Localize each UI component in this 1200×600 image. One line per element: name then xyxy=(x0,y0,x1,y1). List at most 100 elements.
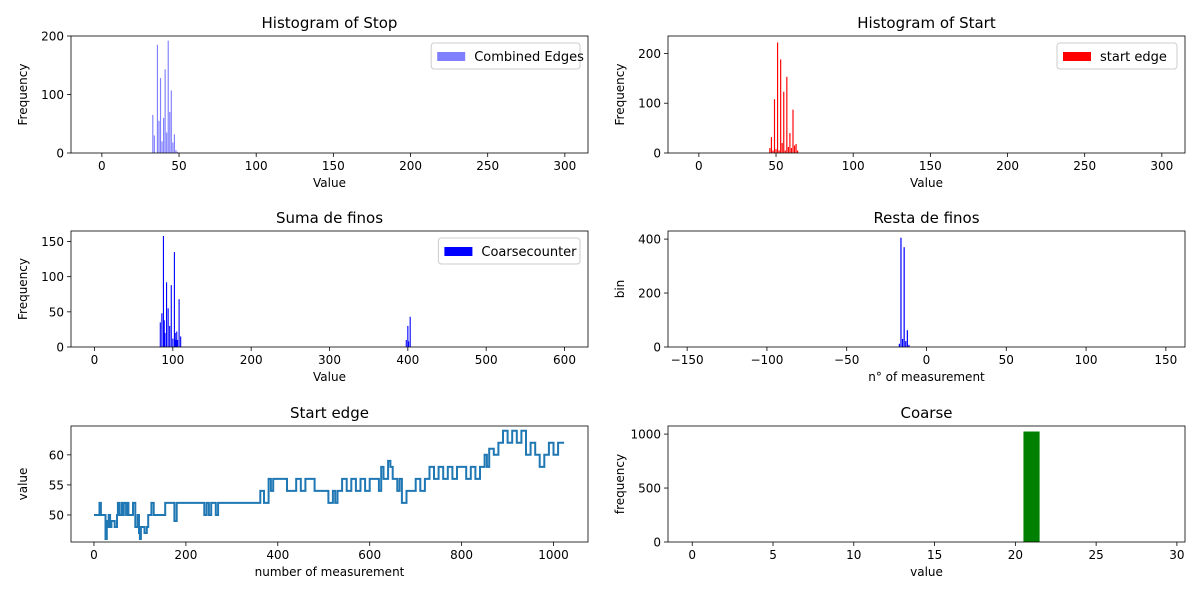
chart-2-bar-7 xyxy=(780,59,782,153)
chart-1-legend-swatch xyxy=(437,52,466,61)
chart-3-bar-12 xyxy=(175,339,177,347)
chart-2-xtick-label-4: 200 xyxy=(996,159,1019,173)
chart-3-bar-15 xyxy=(178,299,180,347)
chart-5-xtick-label-1: 200 xyxy=(174,548,197,562)
chart-3-bar-3 xyxy=(163,320,165,347)
chart-3-bar-16 xyxy=(180,336,182,347)
chart-2-bar-11 xyxy=(786,76,788,153)
chart-3-bar-4 xyxy=(164,332,166,347)
chart-5-ytick-label-2: 60 xyxy=(49,448,64,462)
chart-1-bar-11 xyxy=(170,90,172,153)
chart-1-bar-12 xyxy=(172,142,174,153)
chart-6-xtick-label-3: 15 xyxy=(927,548,942,562)
chart-6-xtick-label-4: 20 xyxy=(1008,548,1023,562)
chart-2-bar-12 xyxy=(787,147,789,153)
chart-3-xtick-label-5: 500 xyxy=(475,353,498,367)
chart-3-ytick-label-0: 0 xyxy=(56,341,64,355)
chart-1-bar-5 xyxy=(161,141,163,153)
chart-4-ytick-label-2: 400 xyxy=(638,233,661,247)
chart-2-bar-2 xyxy=(772,150,774,153)
chart-6-ytick-label-0: 0 xyxy=(653,536,661,550)
chart-3-bar-17 xyxy=(405,339,407,347)
chart-6-xtick-label-5: 25 xyxy=(1089,548,1104,562)
chart-3-legend: Coarsecounter xyxy=(437,237,581,265)
chart-5-ytick-label-0: 50 xyxy=(49,508,64,522)
chart-4-xtick-label-2: −50 xyxy=(834,353,859,367)
chart-5-xtick-label-3: 600 xyxy=(358,548,381,562)
chart-3-xtick-label-3: 300 xyxy=(318,353,341,367)
chart-1-title: Histogram of Stop xyxy=(262,14,398,32)
chart-5-ylabel: value xyxy=(16,468,30,501)
chart-6-bar-0 xyxy=(1023,431,1040,542)
chart-5: 0 200 400 600 800 1000 50 55 60 Start edge number … xyxy=(16,404,589,579)
chart-2: 0 50 100 150 200 250 300 0 100 200 Histogram of St… xyxy=(613,14,1186,190)
chart-4-xtick-label-0: −150 xyxy=(671,353,704,367)
chart-5-title: Start edge xyxy=(290,404,369,422)
chart-1: 0 50 100 150 200 250 300 0 100 200 Histogram of St… xyxy=(16,14,589,190)
chart-2-xlabel: Value xyxy=(910,176,943,190)
chart-5-xtick-label-5: 1000 xyxy=(538,548,569,562)
chart-5-series-line xyxy=(94,429,565,540)
chart-1-xtick-label-5: 250 xyxy=(476,159,499,173)
chart-1-xtick-label-4: 200 xyxy=(399,159,422,173)
chart-3-bar-7 xyxy=(169,325,171,347)
chart-3-legend-box xyxy=(437,237,581,265)
chart-5-xlabel: number of measurement xyxy=(255,565,405,579)
chart-3-xtick-label-4: 400 xyxy=(396,353,419,367)
chart-2-ytick-label-0: 0 xyxy=(653,147,661,161)
chart-3-bar-20 xyxy=(409,316,411,347)
chart-2-bar-15 xyxy=(792,109,794,153)
chart-1-legend-box xyxy=(430,42,581,70)
chart-2-xtick-label-6: 300 xyxy=(1150,159,1173,173)
chart-3-ylabel: Frequency xyxy=(16,258,30,320)
chart-2-xtick-label-1: 50 xyxy=(768,159,783,173)
chart-2-bar-5 xyxy=(776,42,779,153)
chart-2-bar-17 xyxy=(795,144,797,153)
chart-6-ylabel: frequency xyxy=(613,454,627,514)
chart-2-bar-4 xyxy=(775,149,777,153)
chart-4-xtick-label-4: 50 xyxy=(999,353,1014,367)
chart-3-bar-10 xyxy=(173,252,175,347)
chart-3-title: Suma de finos xyxy=(276,209,383,227)
chart-3-bar-1 xyxy=(161,313,163,347)
chart-2-bar-9 xyxy=(783,91,785,153)
chart-1-ytick-label-1: 100 xyxy=(41,88,64,102)
chart-4-xtick-label-5: 100 xyxy=(1075,353,1098,367)
chart-4-bar-6 xyxy=(908,344,910,347)
chart-2-bar-18 xyxy=(797,150,799,153)
chart-4-xtick-label-1: −100 xyxy=(750,353,783,367)
chart-1-xtick-label-1: 50 xyxy=(171,159,186,173)
chart-2-xtick-label-2: 100 xyxy=(842,159,865,173)
chart-1-ytick-label-0: 0 xyxy=(56,147,64,161)
chart-2-legend-label: start edge xyxy=(1100,50,1167,65)
chart-5-xtick-label-4: 800 xyxy=(450,548,473,562)
chart-2-bar-1 xyxy=(770,137,772,153)
chart-2-xtick-label-3: 150 xyxy=(919,159,942,173)
chart-1-bar-0 xyxy=(152,114,154,153)
chart-3-bar-18 xyxy=(407,325,409,347)
chart-4-xlabel: n° of measurement xyxy=(868,370,985,384)
chart-2-ytick-label-1: 100 xyxy=(638,97,661,111)
chart-6-axes-frame xyxy=(667,425,1186,543)
chart-4: −150 −100 −50 0 50 100 150 0 200 400 Resta de fino… xyxy=(613,209,1186,384)
chart-3-bar-9 xyxy=(172,338,174,347)
chart-1-xtick-label-6: 300 xyxy=(553,159,576,173)
chart-1-bar-6 xyxy=(163,117,165,153)
chart-1-bar-3 xyxy=(158,120,160,153)
chart-3-xtick-label-6: 600 xyxy=(553,353,576,367)
chart-6-xlabel: value xyxy=(910,565,943,579)
chart-1-bar-15 xyxy=(176,151,179,153)
chart-2-bar-16 xyxy=(793,145,796,153)
chart-3-ytick-label-3: 150 xyxy=(41,235,64,249)
chart-4-bar-5 xyxy=(906,330,908,347)
chart-5-xtick-label-0: 0 xyxy=(90,548,98,562)
chart-1-bar-7 xyxy=(164,69,166,153)
chart-2-legend-swatch xyxy=(1063,52,1091,61)
chart-4-bar-4 xyxy=(905,341,907,347)
chart-4-xtick-label-6: 150 xyxy=(1154,353,1177,367)
chart-6: 0 5 10 15 20 25 30 0 500 1000 Coarse value frequency xyxy=(613,404,1186,579)
chart-2-legend: start edge xyxy=(1056,42,1178,70)
chart-2-title: Histogram of Start xyxy=(857,14,996,32)
chart-6-ytick-label-2: 1000 xyxy=(630,428,661,442)
